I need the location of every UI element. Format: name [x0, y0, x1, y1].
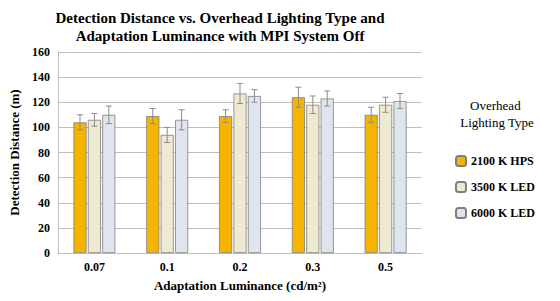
svg-text:Lighting Type: Lighting Type — [460, 115, 534, 130]
svg-text:Detection Distance vs. Overhea: Detection Distance vs. Overhead Lighting… — [55, 10, 385, 26]
svg-text:Detection Distance (m): Detection Distance (m) — [7, 89, 22, 215]
svg-text:2100 K HPS: 2100 K HPS — [471, 154, 534, 168]
svg-text:3500 K LED: 3500 K LED — [471, 180, 535, 194]
svg-text:0.07: 0.07 — [84, 260, 105, 274]
svg-text:6000 K LED: 6000 K LED — [471, 206, 535, 220]
svg-text:0.2: 0.2 — [233, 260, 248, 274]
svg-text:120: 120 — [32, 95, 50, 109]
svg-text:0: 0 — [44, 246, 50, 260]
svg-text:60: 60 — [38, 171, 50, 185]
svg-text:Adaptation Luminance with MPI: Adaptation Luminance with MPI System Off — [76, 28, 366, 44]
svg-text:0.5: 0.5 — [378, 260, 393, 274]
svg-text:100: 100 — [32, 120, 50, 134]
svg-text:80: 80 — [38, 146, 50, 160]
svg-text:0.3: 0.3 — [305, 260, 320, 274]
svg-text:40: 40 — [38, 196, 50, 210]
svg-text:20: 20 — [38, 221, 50, 235]
svg-text:160: 160 — [32, 45, 50, 59]
svg-text:0.1: 0.1 — [160, 260, 175, 274]
svg-text:Adaptation Luminance (cd/m²): Adaptation Luminance (cd/m²) — [154, 278, 326, 293]
svg-text:140: 140 — [32, 70, 50, 84]
svg-text:Overhead: Overhead — [470, 98, 524, 113]
